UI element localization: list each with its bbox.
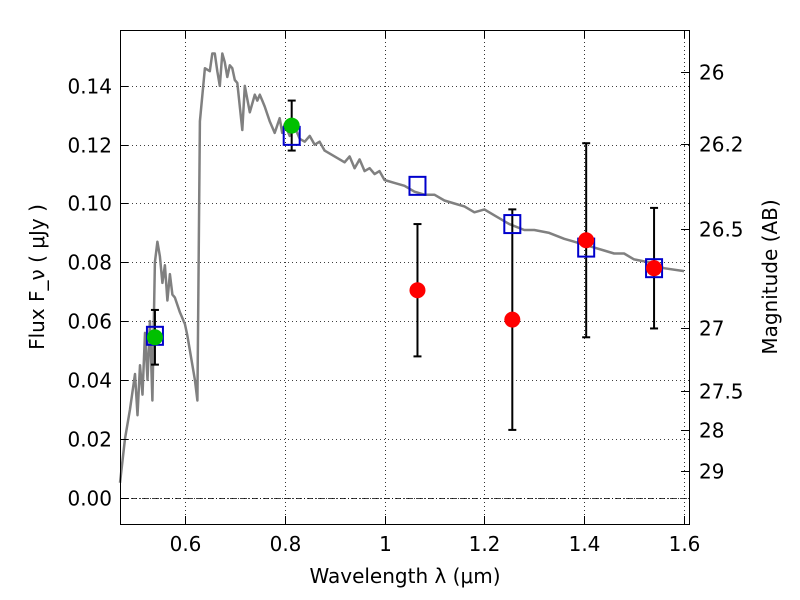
x-tick-label: 1.4 — [569, 532, 601, 556]
x-tick-label: 1.2 — [469, 532, 501, 556]
model-spectrum-line — [118, 52, 685, 483]
model-photometry-square — [408, 175, 427, 196]
right-tick-label: 26 — [699, 61, 724, 85]
grid-layer — [120, 30, 689, 524]
y-tick-label: 0.10 — [67, 192, 112, 216]
right-tick-label: 26.2 — [699, 133, 744, 157]
tick-layer — [120, 30, 689, 524]
x-axis-label: Wavelength λ (μm) — [309, 564, 500, 588]
y-tick-label: 0.00 — [67, 487, 112, 511]
point-layer — [146, 117, 663, 346]
y-tick-label: 0.12 — [67, 134, 112, 158]
x-tick-label: 0.8 — [270, 532, 302, 556]
y-tick-label: 0.08 — [67, 251, 112, 275]
low-snr-point — [646, 260, 663, 277]
right-tick-label: 28 — [699, 419, 724, 443]
spectrum-layer — [118, 52, 685, 483]
right-tick-label: 27 — [699, 317, 724, 341]
right-tick-label: 29 — [699, 460, 724, 484]
low-snr-point — [578, 232, 595, 249]
detection-point — [283, 117, 300, 134]
right-tick-label: 26.5 — [699, 218, 744, 242]
x-tick-label: 1 — [379, 532, 392, 556]
y-tick-label: 0.06 — [67, 310, 112, 334]
y-axis-label: Flux F_ν ( μJy ) — [25, 204, 49, 350]
y-tick-label: 0.14 — [67, 75, 112, 99]
detection-point — [146, 329, 163, 346]
low-snr-point — [409, 282, 426, 299]
right-tick-label: 27.5 — [699, 380, 744, 404]
low-snr-point — [504, 311, 521, 328]
y-tick-label: 0.02 — [67, 428, 112, 452]
x-tick-label: 1.6 — [669, 532, 701, 556]
y-axis-right-label: Magnitude (AB) — [758, 199, 782, 354]
plot-frame — [120, 30, 690, 525]
y-tick-label: 0.04 — [67, 369, 112, 393]
label-layer: 0.6 0.8 1 1.2 1.4 1.6 0.00 0.02 0.04 0.06 0.08 0.10… — [67, 61, 743, 557]
model-photometry-square — [503, 214, 522, 235]
x-tick-label: 0.6 — [170, 532, 202, 556]
